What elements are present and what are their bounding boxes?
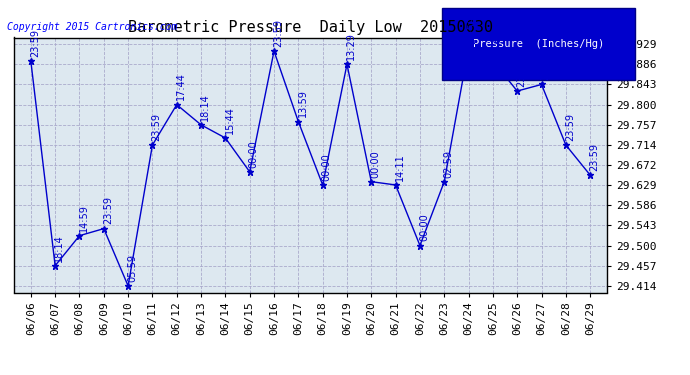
Text: 23:59: 23:59 [30,29,40,57]
Text: 04:59: 04:59 [492,29,502,57]
Text: 23:59: 23:59 [103,196,113,225]
Text: 23:59: 23:59 [273,19,283,47]
Text: 23:29: 23:29 [541,52,551,80]
Text: Pressure  (Inches/Hg): Pressure (Inches/Hg) [473,39,604,49]
Text: 23:59: 23:59 [516,59,526,87]
Text: Copyright 2015 Cartronics.com: Copyright 2015 Cartronics.com [7,22,177,33]
Title: Barometric Pressure  Daily Low  20150630: Barometric Pressure Daily Low 20150630 [128,20,493,35]
Text: 00:00: 00:00 [249,140,259,168]
Text: 23:59: 23:59 [152,113,161,141]
Text: 13:29: 13:29 [346,32,356,60]
Text: 18:14: 18:14 [200,93,210,121]
Text: 23:59: 23:59 [468,16,477,44]
Text: 00:00: 00:00 [322,153,332,181]
Text: 18:14: 18:14 [55,234,64,262]
Text: 17:44: 17:44 [176,73,186,100]
Text: 14:59: 14:59 [79,204,88,231]
Text: 15:44: 15:44 [224,106,235,134]
Text: 23:59: 23:59 [565,113,575,141]
Text: 00:00: 00:00 [371,150,380,177]
Text: 00:00: 00:00 [419,214,429,242]
Text: 13:59: 13:59 [297,90,308,117]
Text: 23:59: 23:59 [589,143,600,171]
Text: 02:59: 02:59 [444,150,453,177]
Text: 05:59: 05:59 [127,254,137,282]
Text: 14:11: 14:11 [395,153,405,181]
